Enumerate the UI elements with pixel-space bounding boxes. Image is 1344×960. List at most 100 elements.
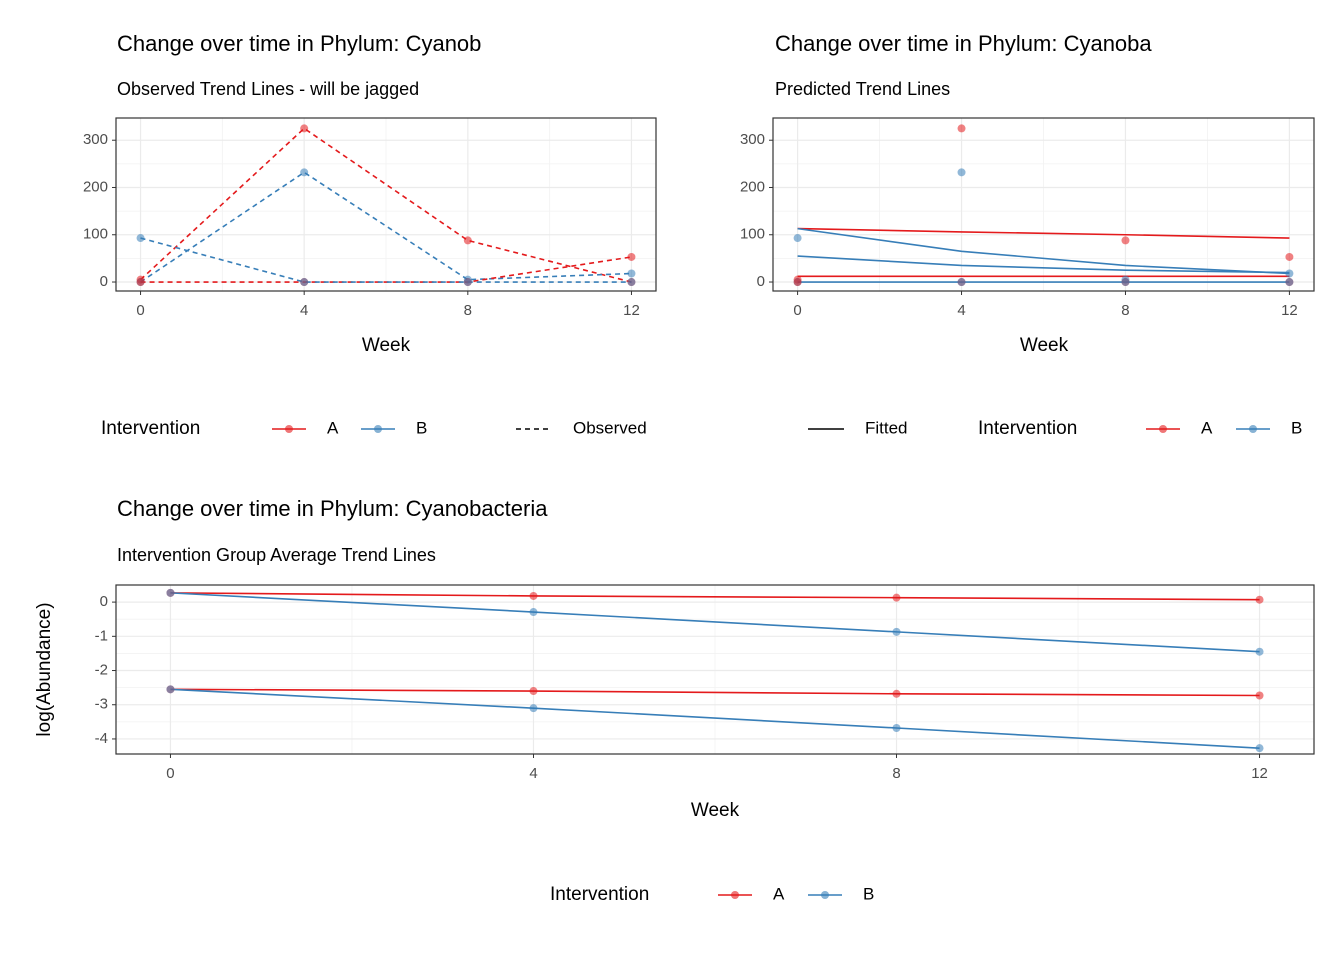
legend-title: Intervention bbox=[101, 418, 200, 439]
plot-border bbox=[115, 117, 657, 292]
chart-title: Change over time in Phylum: Cyanoba bbox=[775, 31, 1152, 56]
data-point bbox=[1285, 269, 1294, 278]
data-point bbox=[529, 608, 538, 617]
legend-label: Observed bbox=[573, 418, 647, 437]
legend-key-point bbox=[731, 891, 739, 899]
data-point bbox=[892, 689, 901, 698]
y-axis-title: log(Abundance) bbox=[34, 602, 55, 736]
x-tick-label: 12 bbox=[1281, 302, 1298, 319]
data-point bbox=[529, 591, 538, 600]
legend-key-point bbox=[821, 891, 829, 899]
series-line bbox=[170, 592, 1260, 653]
series-line bbox=[797, 227, 1290, 239]
data-point bbox=[1285, 278, 1294, 287]
data-point bbox=[892, 724, 901, 732]
legend-key-point bbox=[1249, 425, 1257, 433]
y-tick-label: 0 bbox=[757, 273, 765, 290]
x-tick-label: 12 bbox=[623, 302, 640, 319]
chart-subtitle: Intervention Group Average Trend Lines bbox=[117, 545, 436, 565]
chart-subtitle: Observed Trend Lines - will be jagged bbox=[117, 79, 419, 99]
data-point bbox=[300, 124, 309, 133]
data-point bbox=[166, 685, 175, 694]
series-line bbox=[797, 255, 1290, 274]
legend-label: B bbox=[1291, 418, 1302, 437]
data-point bbox=[1255, 744, 1264, 753]
data-point bbox=[793, 234, 802, 243]
x-tick-label: 8 bbox=[464, 302, 472, 319]
x-tick-label: 0 bbox=[166, 765, 174, 782]
data-point bbox=[166, 588, 175, 597]
data-point bbox=[892, 627, 901, 636]
x-tick-label: 4 bbox=[529, 765, 537, 782]
data-point bbox=[957, 168, 966, 177]
legend-title: Intervention bbox=[978, 418, 1077, 439]
legend-label: A bbox=[1201, 418, 1213, 437]
data-point bbox=[463, 278, 472, 287]
data-point bbox=[300, 278, 309, 287]
y-tick-label: 0 bbox=[100, 593, 108, 610]
plot-border bbox=[772, 117, 1315, 292]
y-tick-label: 100 bbox=[740, 226, 765, 243]
y-tick-label: -1 bbox=[95, 627, 108, 644]
chart-subtitle: Predicted Trend Lines bbox=[775, 79, 950, 99]
data-point bbox=[627, 269, 636, 278]
x-axis-title: Week bbox=[362, 335, 411, 356]
series-line bbox=[140, 127, 632, 283]
x-tick-label: 0 bbox=[136, 302, 144, 319]
data-point bbox=[1255, 595, 1264, 604]
data-point bbox=[793, 278, 802, 287]
y-tick-label: 300 bbox=[83, 131, 108, 148]
y-tick-label: 200 bbox=[83, 178, 108, 195]
y-tick-label: 200 bbox=[740, 178, 765, 195]
legend-label: A bbox=[327, 418, 339, 437]
data-point bbox=[1255, 691, 1264, 700]
series-line bbox=[170, 688, 1260, 697]
series-line bbox=[170, 688, 1260, 749]
y-tick-label: -4 bbox=[95, 730, 108, 747]
data-point bbox=[957, 278, 966, 287]
data-point bbox=[892, 593, 901, 602]
legend-key-point bbox=[285, 425, 293, 433]
x-tick-label: 4 bbox=[957, 302, 965, 319]
data-point bbox=[1121, 236, 1130, 245]
x-tick-label: 4 bbox=[300, 302, 308, 319]
legend-label: A bbox=[773, 884, 785, 903]
legend-label: Fitted bbox=[865, 418, 908, 437]
x-axis-title: Week bbox=[1020, 335, 1069, 356]
x-tick-label: 0 bbox=[793, 302, 801, 319]
series-line bbox=[140, 256, 632, 283]
data-point bbox=[1285, 252, 1294, 261]
legend-label: B bbox=[416, 418, 427, 437]
y-tick-label: 100 bbox=[83, 226, 108, 243]
data-point bbox=[136, 278, 145, 287]
x-tick-label: 12 bbox=[1251, 765, 1268, 782]
legend-key-point bbox=[374, 425, 382, 433]
series-line bbox=[797, 227, 1290, 275]
data-point bbox=[300, 168, 309, 177]
data-point bbox=[529, 704, 538, 713]
data-point bbox=[627, 252, 636, 261]
x-tick-label: 8 bbox=[1121, 302, 1129, 319]
series-line bbox=[140, 237, 632, 283]
y-tick-label: -3 bbox=[95, 696, 108, 713]
x-tick-label: 8 bbox=[892, 765, 900, 782]
data-point bbox=[627, 278, 636, 287]
x-axis-title: Week bbox=[691, 800, 740, 821]
chart-title: Change over time in Phylum: Cyanobacteri… bbox=[117, 496, 548, 521]
legend-key-point bbox=[1159, 425, 1167, 433]
legend-title: Intervention bbox=[550, 884, 649, 905]
data-point bbox=[1255, 647, 1264, 656]
y-tick-label: 0 bbox=[100, 273, 108, 290]
chart-title: Change over time in Phylum: Cyanob bbox=[117, 31, 481, 56]
plot-border bbox=[115, 584, 1315, 755]
legend-label: B bbox=[863, 884, 874, 903]
series-line bbox=[170, 592, 1260, 601]
data-point bbox=[1121, 278, 1130, 287]
y-tick-label: -2 bbox=[95, 661, 108, 678]
data-point bbox=[136, 234, 145, 243]
data-point bbox=[957, 124, 966, 133]
data-point bbox=[463, 236, 472, 245]
y-tick-label: 300 bbox=[740, 131, 765, 148]
